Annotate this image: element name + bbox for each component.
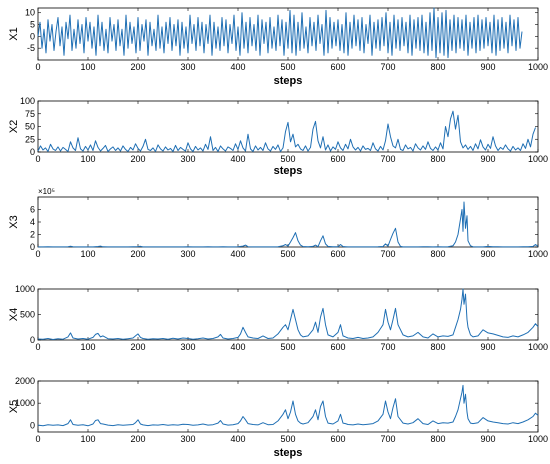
x-tick-label-2-1: 100: [80, 154, 95, 164]
series-line-x4: [37, 288, 539, 340]
y-exponent-label-3: ×10⁵: [38, 187, 55, 196]
x-tick-label-3-10: 1000: [528, 249, 548, 259]
x-tick-label-1-0: 0: [35, 62, 40, 72]
x-tick-label-4-7: 700: [380, 342, 395, 352]
y-tick-label-5-2: 2000: [15, 376, 35, 386]
x-tick-label-5-7: 700: [380, 434, 395, 444]
x-tick-label-1-10: 1000: [528, 62, 548, 72]
x-tick-label-3-8: 800: [430, 249, 445, 259]
y-tick-label-2-3: 75: [25, 109, 35, 119]
x-tick-label-1-7: 700: [380, 62, 395, 72]
y-axis-label-5: X5: [8, 400, 20, 413]
y-tick-label-4-1: 500: [20, 310, 35, 320]
x-tick-label-4-9: 900: [480, 342, 495, 352]
x-tick-label-1-9: 900: [480, 62, 495, 72]
x-tick-label-4-8: 800: [430, 342, 445, 352]
y-tick-label-5-1: 1000: [15, 398, 35, 408]
x-tick-label-1-4: 400: [230, 62, 245, 72]
x-tick-label-4-0: 0: [35, 342, 40, 352]
x-tick-label-1-8: 800: [430, 62, 445, 72]
x-tick-label-2-6: 600: [330, 154, 345, 164]
x-tick-label-3-4: 400: [230, 249, 245, 259]
x-tick-label-2-9: 900: [480, 154, 495, 164]
x-tick-label-3-1: 100: [80, 249, 95, 259]
y-axis-label-4: X4: [8, 308, 20, 321]
x-tick-label-2-8: 800: [430, 154, 445, 164]
y-tick-label-2-2: 50: [25, 122, 35, 132]
x-tick-label-4-1: 100: [80, 342, 95, 352]
x-tick-label-5-5: 500: [280, 434, 295, 444]
x-tick-label-5-10: 1000: [528, 434, 548, 444]
y-tick-label-3-3: 6: [30, 205, 35, 215]
x-tick-label-3-7: 700: [380, 249, 395, 259]
x-tick-label-5-4: 400: [230, 434, 245, 444]
y-tick-label-1-2: 5: [30, 20, 35, 30]
x-tick-label-1-1: 100: [80, 62, 95, 72]
series-line-x3: [38, 201, 539, 248]
x-tick-label-2-3: 300: [180, 154, 195, 164]
x-tick-label-2-2: 200: [130, 154, 145, 164]
x-tick-label-3-3: 300: [180, 249, 195, 259]
x-tick-label-5-6: 600: [330, 434, 345, 444]
y-tick-label-3-2: 4: [30, 217, 35, 227]
plot-frame-2: [37, 100, 539, 153]
y-tick-label-3-0: 0: [30, 242, 35, 252]
y-tick-label-2-0: 0: [30, 147, 35, 157]
x-tick-label-3-5: 500: [280, 249, 295, 259]
x-tick-label-2-5: 500: [280, 154, 295, 164]
x-tick-label-1-2: 200: [130, 62, 145, 72]
series-line-x5: [37, 384, 539, 427]
y-tick-label-1-1: 0: [30, 31, 35, 41]
x-tick-label-4-10: 1000: [528, 342, 548, 352]
x-tick-label-1-6: 600: [330, 62, 345, 72]
x-tick-label-5-0: 0: [35, 434, 40, 444]
y-tick-label-4-2: 1000: [15, 284, 35, 294]
x-tick-label-5-3: 300: [180, 434, 195, 444]
y-tick-label-2-4: 100: [20, 96, 35, 106]
x-tick-label-3-6: 600: [330, 249, 345, 259]
x-tick-label-3-9: 900: [480, 249, 495, 259]
x-tick-label-1-3: 300: [180, 62, 195, 72]
x-tick-label-5-8: 800: [430, 434, 445, 444]
x-tick-label-2-4: 400: [230, 154, 245, 164]
x-axis-label-5: steps: [274, 447, 303, 459]
x-tick-label-2-10: 1000: [528, 154, 548, 164]
y-tick-label-1-0: -5: [27, 43, 35, 53]
x-tick-label-5-9: 900: [480, 434, 495, 444]
x-tick-label-4-6: 600: [330, 342, 345, 352]
x-tick-label-5-2: 200: [130, 434, 145, 444]
x-axis-label-2: steps: [274, 165, 303, 177]
x-tick-label-2-7: 700: [380, 154, 395, 164]
x-tick-label-3-2: 200: [130, 249, 145, 259]
y-axis-label-1: X1: [8, 27, 20, 40]
y-axis-label-3: X3: [8, 215, 20, 228]
x-tick-label-4-3: 300: [180, 342, 195, 352]
series-line-x2: [37, 110, 536, 152]
x-tick-label-4-2: 200: [130, 342, 145, 352]
x-tick-label-5-1: 100: [80, 434, 95, 444]
x-tick-label-4-4: 400: [230, 342, 245, 352]
y-tick-label-3-1: 2: [30, 230, 35, 240]
x-tick-label-2-0: 0: [35, 154, 40, 164]
y-tick-label-1-3: 10: [25, 8, 35, 18]
y-axis-label-2: X2: [8, 120, 20, 133]
x-axis-label-1: steps: [274, 75, 303, 87]
x-tick-label-4-5: 500: [280, 342, 295, 352]
y-tick-label-5-0: 0: [30, 420, 35, 430]
y-tick-label-2-1: 25: [25, 134, 35, 144]
series-line-x1: [37, 7, 523, 59]
x-tick-label-1-5: 500: [280, 62, 295, 72]
x-tick-label-3-0: 0: [35, 249, 40, 259]
y-tick-label-4-0: 0: [30, 335, 35, 345]
